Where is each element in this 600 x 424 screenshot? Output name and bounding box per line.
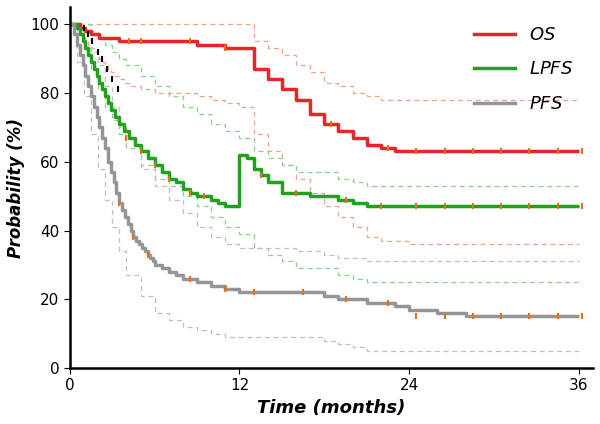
Legend: $\it{OS}$, $\it{LPFS}$, $\it{PFS}$: $\it{OS}$, $\it{LPFS}$, $\it{PFS}$ [467,19,580,120]
Y-axis label: Probability (%): Probability (%) [7,117,25,257]
X-axis label: Time (months): Time (months) [257,399,406,417]
